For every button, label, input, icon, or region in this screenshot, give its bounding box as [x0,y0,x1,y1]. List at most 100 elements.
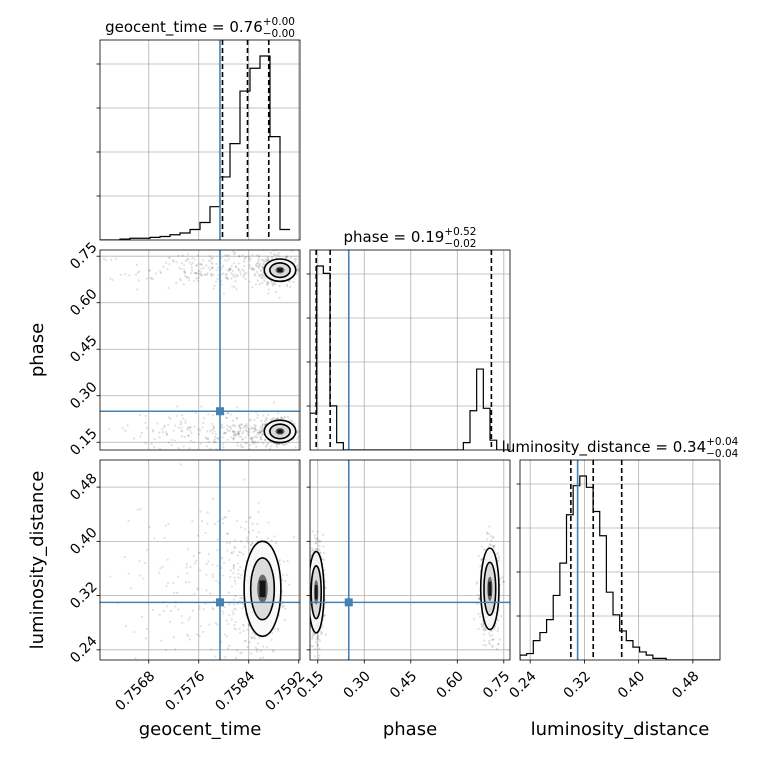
scatter-point [305,614,307,616]
scatter-point [284,579,287,583]
scatter-point [262,645,265,648]
scatter-point [184,419,187,422]
scatter-point [242,552,245,556]
scatter-point [248,431,251,434]
scatter-point [248,418,251,421]
scatter-point [221,574,224,577]
scatter-point [231,285,234,288]
scatter-point [264,439,267,442]
scatter-point [198,269,201,272]
scatter-point [315,641,318,644]
scatter-point [145,627,148,630]
scatter-point [164,524,167,527]
hist-body [310,250,510,450]
scatter-point [285,573,288,577]
scatter-point [488,532,491,535]
scatter-point [255,264,258,268]
scatter-point [237,433,240,436]
scatter-point [276,450,278,452]
scatter-point [175,591,179,595]
scatter-point [252,268,256,271]
scatter-point [480,622,483,626]
scatter-point [257,254,260,257]
scatter-point [239,631,242,634]
scatter-point [192,279,195,282]
scatter-point [213,435,217,438]
scatter-point [215,448,218,450]
scatter-point [177,426,180,429]
scatter-point [165,605,169,608]
y-tick-label: 0.30 [67,379,100,412]
scatter-point [233,563,236,566]
scatter-point [188,616,192,619]
scatter-point [237,432,240,436]
scatter-point [222,292,225,295]
scatter-point [214,441,217,444]
scatter-point [121,426,124,430]
scatter-point [225,619,228,622]
scatter-point [264,438,267,441]
scatter-point [251,441,254,444]
x-axis-label-geocent_time: geocent_time [139,719,262,740]
scatter-point [183,435,186,438]
scatter-point [481,626,484,629]
scatter-point [254,263,258,266]
scatter-point [283,444,286,447]
scatter-point [199,569,202,572]
scatter-point [278,559,282,562]
scatter-point [166,558,169,561]
scatter-point [140,454,142,456]
scatter-point [319,552,322,555]
scatter-point [238,424,241,427]
scatter-point [152,428,155,432]
scatter-point [267,282,270,285]
scatter-point [209,272,212,275]
scatter-point [229,413,232,416]
scatter-point [127,519,130,522]
scatter-point [307,571,309,573]
scatter-point [261,274,264,277]
scatter-point [210,261,213,264]
scatter-point [187,258,190,261]
scatter-point [136,288,139,291]
scatter-point [306,638,308,640]
scatter-point [174,605,177,608]
scatter-point [180,422,183,425]
scatter-point [275,443,278,446]
scatter-point [206,430,209,433]
scatter-point [238,255,241,258]
scatter-point [252,440,255,444]
scatter-point [209,592,212,595]
scatter-point [186,548,189,551]
scatter-point [260,429,263,432]
scatter-point [177,575,180,578]
scatter-point [248,516,251,520]
scatter-point [253,425,256,429]
scatter-point [188,638,191,641]
scatter-point [196,254,199,257]
scatter-point [167,423,170,427]
scatter-point [301,270,303,272]
scatter-point [202,266,205,269]
scatter-point [265,280,268,284]
scatter-point [275,290,278,293]
scatter-point [482,628,485,632]
scatter-point [297,268,300,271]
scatter-point [484,629,487,632]
scatter-point [222,561,226,564]
scatter-point [489,643,492,646]
scatter-point [136,271,139,274]
scatter-point [199,624,202,628]
scatter-point [250,652,253,655]
scatter-point [226,532,230,535]
scatter-point [263,259,266,263]
scatter-point [226,412,229,415]
scatter-point [226,277,229,280]
scatter-point [183,272,186,275]
scatter-point [236,275,239,278]
scatter-point [168,263,171,266]
scatter-point [266,259,269,262]
scatter-point [282,604,286,608]
scatter-point [241,596,244,600]
